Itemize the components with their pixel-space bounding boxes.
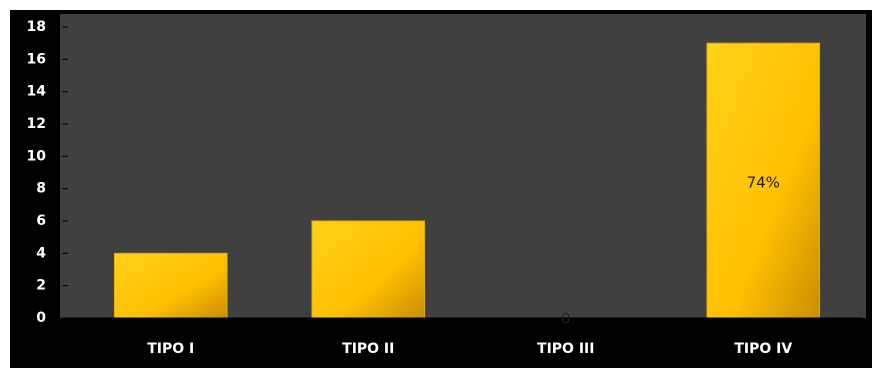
y-tick-label: 6 (36, 213, 46, 229)
bar (311, 220, 426, 319)
y-tick-label: 12 (27, 116, 46, 132)
bar (113, 252, 228, 319)
x-tick-label: TIPO III (537, 341, 594, 357)
x-tick-label: TIPO II (342, 341, 394, 357)
y-tick-label: 8 (36, 181, 46, 197)
annotation: 74% (747, 174, 780, 192)
y-tick-label: 0 (36, 310, 46, 326)
x-tick-label: TIPO IV (734, 341, 792, 357)
y-tick-label: 4 (36, 245, 46, 261)
y-tick-label: 2 (36, 278, 46, 294)
y-tick-label: 18 (27, 19, 46, 35)
y-tick-label: 14 (27, 84, 47, 100)
bar (706, 42, 821, 319)
y-tick-label: 10 (27, 148, 47, 164)
x-tick-label: TIPO I (147, 341, 194, 357)
y-tick-label: 16 (27, 51, 46, 67)
